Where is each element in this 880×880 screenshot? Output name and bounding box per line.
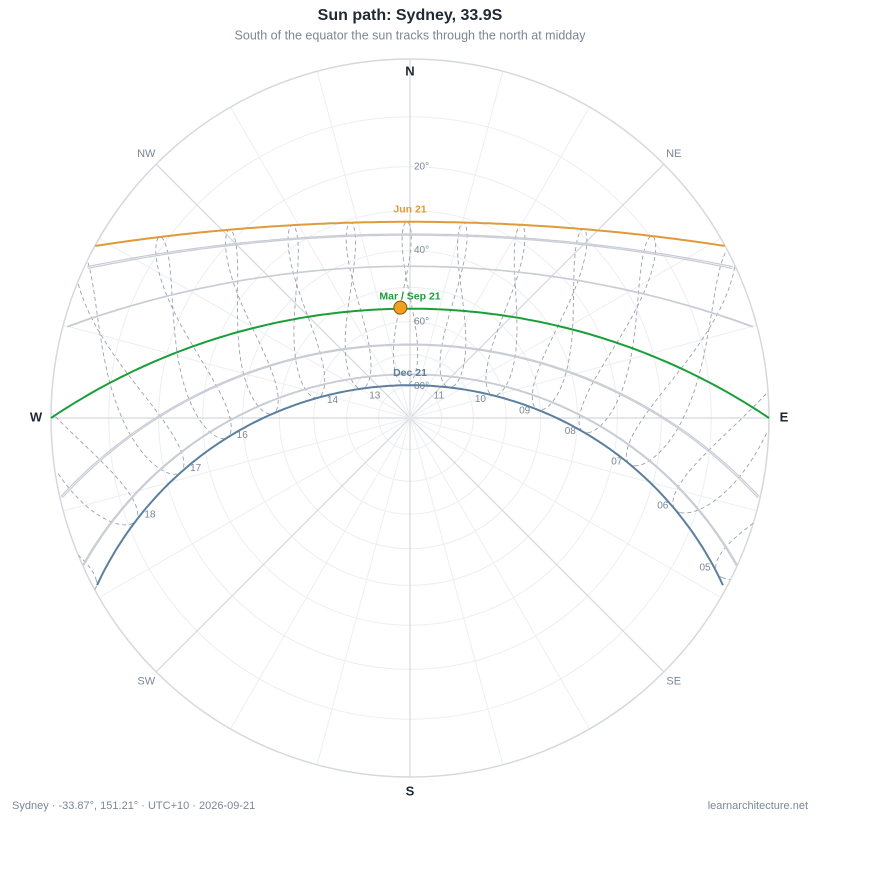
compass-label: SE (666, 676, 681, 688)
azimuth-spoke (63, 417, 411, 512)
compass-label: NE (666, 148, 681, 160)
hour-label: 17 (190, 463, 202, 474)
hour-line (77, 262, 185, 475)
hour-line (287, 224, 326, 399)
hour-label: 13 (369, 391, 381, 402)
hour-label: 11 (434, 391, 445, 402)
day-path (95, 220, 725, 247)
compass-label: NW (137, 148, 156, 160)
azimuth-spoke (409, 163, 665, 419)
azimuth-spoke (409, 417, 504, 765)
chart-subtitle: South of the equator the sun tracks thro… (235, 28, 587, 42)
altitude-label: 40° (414, 245, 429, 256)
azimuth-spoke (409, 417, 722, 598)
hour-line (225, 229, 279, 415)
day-path (60, 343, 760, 498)
hour-label: 07 (611, 457, 623, 468)
hour-label: 18 (144, 509, 156, 520)
day-path (87, 234, 733, 270)
hour-line (344, 222, 372, 390)
hour-line (439, 222, 468, 388)
day-path (82, 373, 738, 566)
hour-line (531, 228, 588, 411)
azimuth-spoke (155, 163, 411, 419)
altitude-label: 20° (414, 161, 429, 172)
altitude-label: 60° (414, 316, 429, 327)
azimuth-spoke (409, 417, 757, 512)
azimuth-spoke (98, 417, 411, 598)
hour-label: 14 (327, 395, 339, 406)
compass-label: W (30, 409, 43, 424)
azimuth-spoke (409, 71, 504, 419)
footer: Sydney · -33.87°, 151.21° · UTC+10 · 202… (12, 800, 255, 812)
day-path (50, 307, 770, 419)
hour-label: 08 (565, 426, 577, 437)
altitude-label: 80° (414, 381, 429, 392)
day-path (87, 233, 733, 268)
hour-line (78, 554, 98, 590)
day-path (61, 344, 759, 499)
hour-label: 16 (237, 430, 249, 441)
azimuth-spoke (316, 417, 411, 765)
hour-line (625, 251, 735, 467)
hour-line (392, 221, 419, 386)
day-path-label: Mar / Sep 21 (379, 290, 440, 302)
azimuth-spoke (230, 106, 411, 419)
hour-line (155, 236, 232, 440)
credit: learnarchitecture.net (708, 800, 808, 812)
day-path (96, 384, 724, 586)
chart-title: Sun path: Sydney, 33.9S (318, 7, 503, 24)
hour-label: 09 (519, 406, 531, 417)
azimuth-spoke (316, 71, 411, 419)
compass-label: N (405, 63, 414, 78)
compass-label: E (780, 409, 789, 424)
compass-label: SW (137, 676, 155, 688)
sun-marker (393, 300, 408, 315)
hour-label: 10 (475, 394, 487, 405)
day-path-label: Jun 21 (393, 204, 426, 216)
hour-label: 06 (657, 501, 669, 512)
azimuth-spoke (409, 417, 665, 673)
day-path (83, 374, 737, 566)
day-path-label: Dec 21 (393, 367, 427, 379)
azimuth-spoke (155, 417, 411, 673)
day-path (67, 265, 753, 328)
azimuth-spoke (409, 324, 757, 419)
azimuth-spoke (409, 417, 590, 730)
azimuth-spoke (63, 324, 411, 419)
hour-line (578, 235, 657, 434)
azimuth-spoke (230, 417, 411, 730)
compass-label: S (406, 783, 415, 798)
hour-label: 05 (699, 562, 711, 573)
